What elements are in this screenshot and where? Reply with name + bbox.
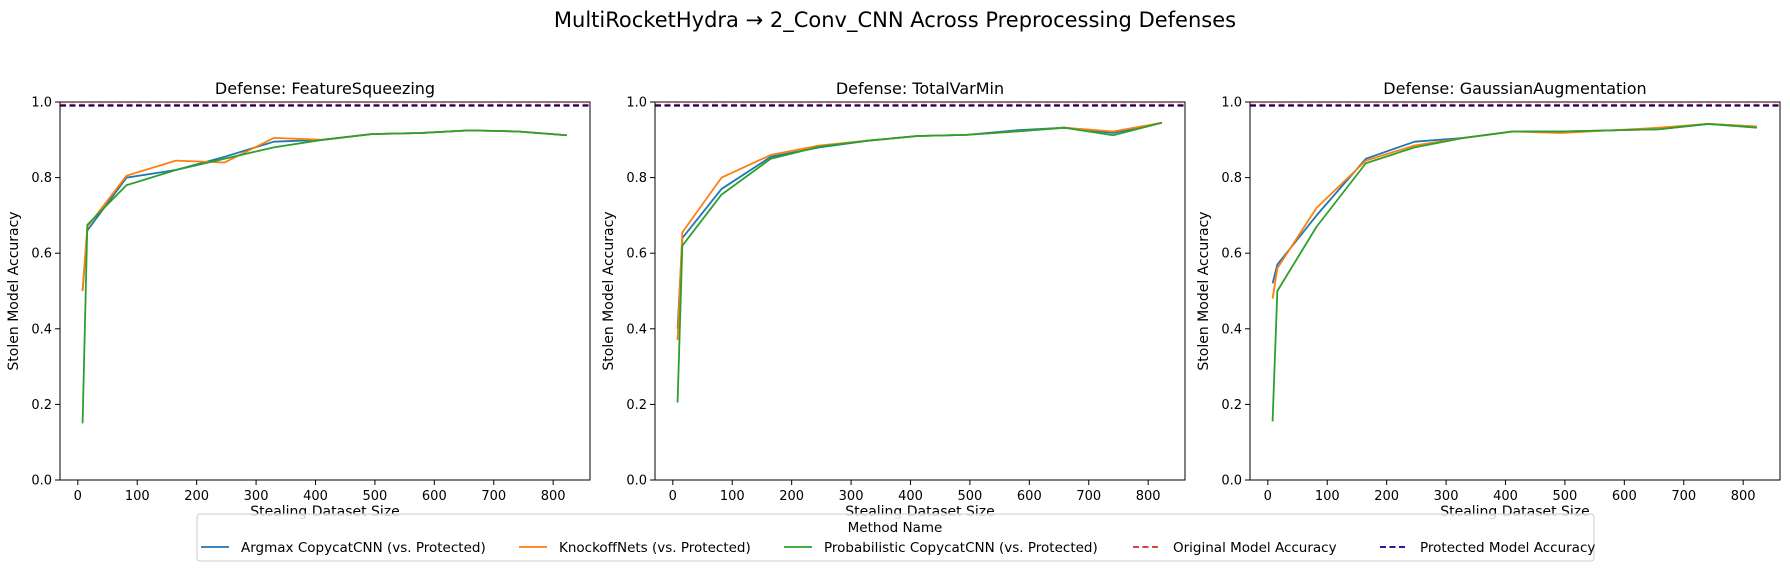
series-line-2 [81, 129, 567, 292]
y-tick-label: 0.2 [626, 398, 647, 413]
x-tick-label: 200 [184, 489, 209, 504]
y-tick-label: 0.2 [31, 398, 52, 413]
x-tick-label: 700 [1671, 489, 1696, 504]
x-tick-label: 400 [303, 489, 328, 504]
x-tick-label: 300 [244, 489, 269, 504]
series-line-3 [1271, 123, 1757, 422]
series-line-2 [676, 121, 1162, 341]
x-tick-label: 700 [1076, 489, 1101, 504]
y-tick-label: 0.4 [31, 322, 52, 337]
series-line-1 [676, 121, 1163, 329]
y-tick-label: 1.0 [31, 96, 52, 111]
x-tick-label: 800 [541, 489, 566, 504]
legend-entry-label: Protected Model Accuracy [1420, 540, 1595, 556]
subplot-2: 0 100 200 300 400 500 600 700 800 0.0 0.2 0.4 0.6 0.8… [601, 79, 1186, 520]
x-tick-label: 0 [1264, 489, 1272, 504]
subplot-title: Defense: FeatureSqueezing [215, 79, 435, 98]
y-tick-label: 0.8 [626, 171, 647, 186]
series-line-3 [81, 129, 567, 424]
y-tick-label: 0.6 [31, 247, 52, 262]
legend-entry-label: Probabilistic CopycatCNN (vs. Protected) [824, 540, 1098, 556]
x-tick-label: 400 [898, 489, 923, 504]
figure-suptitle: MultiRocketHydra → 2_Conv_CNN Across Pre… [554, 8, 1236, 33]
legend-entry-label: Argmax CopycatCNN (vs. Protected) [241, 540, 486, 556]
x-tick-label: 100 [125, 489, 150, 504]
subplot-panels: 0 100 200 300 400 500 600 700 800 0.0 0.2 0.4 0.6 0.8… [6, 79, 1781, 520]
y-axis-label: Stolen Model Accuracy [601, 211, 617, 370]
x-tick-label: 100 [1315, 489, 1340, 504]
x-tick-label: 0 [74, 489, 82, 504]
x-tick-label: 600 [422, 489, 447, 504]
legend-title: Method Name [848, 520, 943, 536]
y-tick-label: 0.0 [31, 474, 52, 489]
y-tick-label: 0.4 [626, 322, 647, 337]
series-line-3 [676, 121, 1163, 403]
legend-entry-label: Original Model Accuracy [1173, 540, 1337, 556]
x-tick-label: 300 [839, 489, 864, 504]
legend-entry-label: KnockoffNets (vs. Protected) [559, 540, 751, 556]
y-tick-label: 0.6 [626, 247, 647, 262]
y-tick-label: 0.2 [1221, 398, 1242, 413]
x-tick-label: 500 [1552, 489, 1577, 504]
x-tick-label: 600 [1612, 489, 1637, 504]
legend-frame [196, 513, 1595, 562]
subplot-3: 0 100 200 300 400 500 600 700 800 0.0 0.2 0.4 0.6 0.8… [1196, 79, 1781, 520]
x-tick-label: 700 [481, 489, 506, 504]
y-axis-label: Stolen Model Accuracy [6, 211, 22, 370]
y-axis-label: Stolen Model Accuracy [1196, 211, 1212, 370]
y-tick-label: 0.0 [1221, 474, 1242, 489]
x-tick-label: 500 [957, 489, 982, 504]
y-tick-label: 0.0 [626, 474, 647, 489]
x-tick-label: 800 [1136, 489, 1161, 504]
x-tick-label: 200 [779, 489, 804, 504]
x-tick-label: 0 [669, 489, 677, 504]
x-tick-label: 300 [1434, 489, 1459, 504]
series-line-1 [81, 129, 567, 292]
axes-frame [1249, 101, 1781, 481]
y-tick-label: 0.8 [1221, 171, 1242, 186]
y-tick-label: 1.0 [1221, 96, 1242, 111]
x-tick-label: 500 [362, 489, 387, 504]
y-tick-label: 1.0 [626, 96, 647, 111]
series-line-2 [1271, 123, 1757, 299]
x-tick-label: 800 [1731, 489, 1756, 504]
y-tick-label: 0.6 [1221, 247, 1242, 262]
subplot-1: 0 100 200 300 400 500 600 700 800 0.0 0.2 0.4 0.6 0.8… [6, 79, 591, 520]
x-tick-label: 400 [1493, 489, 1518, 504]
legend: Method Name Argmax CopycatCNN (vs. Protec… [196, 513, 1595, 562]
y-tick-label: 0.8 [31, 171, 52, 186]
axes-frame [654, 101, 1186, 481]
x-tick-label: 100 [720, 489, 745, 504]
x-tick-label: 600 [1017, 489, 1042, 504]
x-tick-label: 200 [1374, 489, 1399, 504]
subplot-title: Defense: TotalVarMin [836, 79, 1004, 98]
y-tick-label: 0.4 [1221, 322, 1242, 337]
axes-frame [59, 101, 591, 481]
subplot-title: Defense: GaussianAugmentation [1383, 79, 1646, 98]
series-line-1 [1271, 123, 1757, 284]
